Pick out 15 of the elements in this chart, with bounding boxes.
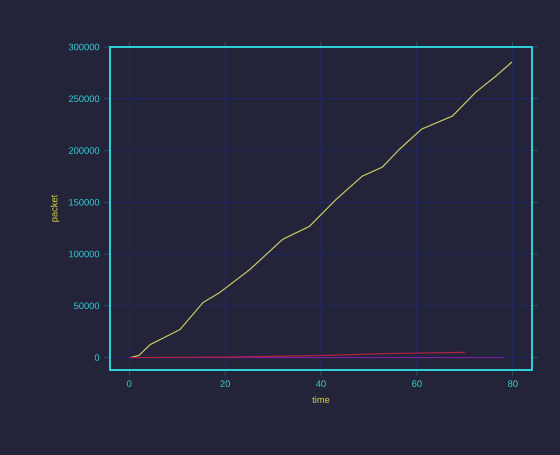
y-tick-label: 50000 <box>74 302 100 310</box>
x-tick-label: 20 <box>220 380 230 387</box>
x-axis-title: time <box>312 396 330 404</box>
y-axis-title: packet <box>50 194 60 222</box>
line-series <box>130 61 512 358</box>
y-tick-label: 150000 <box>69 199 100 206</box>
y-tick-label: 300000 <box>68 44 100 50</box>
y-tick-label: 100000 <box>69 250 100 258</box>
y-tick-label: 250000 <box>68 95 100 102</box>
y-tick-label: 200000 <box>68 147 100 154</box>
x-tick-label: 80 <box>508 380 518 387</box>
y-tick-label: 0 <box>94 354 100 361</box>
x-tick-label: 60 <box>412 380 422 387</box>
x-tick-label: 40 <box>316 380 326 387</box>
x-tick-label: 0 <box>126 380 132 387</box>
